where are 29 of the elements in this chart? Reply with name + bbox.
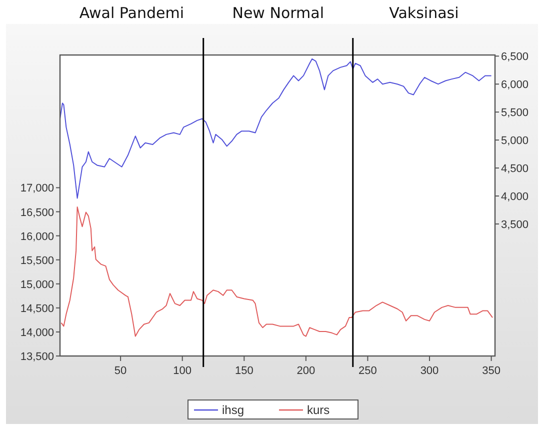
y2-tick-label: 3,500 [501, 218, 529, 231]
line-series [60, 206, 494, 337]
x-tick-label: 300 [420, 365, 439, 377]
y-tick-label: 17,000 [20, 182, 54, 195]
x-tick-label: 250 [358, 365, 377, 377]
y-tick-label: 15,000 [20, 278, 54, 291]
legend-label: ihsg [222, 403, 244, 417]
y2-tick-label: 5,500 [501, 107, 529, 120]
y2-tick-label: 4,000 [501, 190, 529, 203]
line-series [60, 58, 492, 199]
y2-tick-label: 6,000 [501, 79, 529, 92]
y-tick-label: 14,000 [20, 326, 54, 339]
y-tick-label: 16,000 [20, 230, 54, 243]
y-tick-label: 14,500 [20, 302, 54, 315]
x-tick-label: 150 [234, 365, 254, 377]
y2-tick-label: 6,500 [501, 51, 529, 64]
y-tick-label: 15,500 [20, 254, 54, 267]
y-tick-label: 13,500 [20, 351, 54, 363]
x-tick-label: 200 [296, 365, 316, 377]
x-tick-label: 100 [173, 365, 192, 377]
x-tick-label: 350 [482, 365, 500, 377]
text: New Normal [232, 4, 324, 22]
text: Awal Pandemi [79, 4, 184, 22]
text: Vaksinasi [389, 4, 459, 22]
y2-tick-label: 4,500 [501, 163, 529, 176]
x-tick-label: 50 [114, 365, 127, 377]
legend-label: kurs [307, 403, 330, 417]
y2-tick-label: 5,000 [501, 135, 529, 148]
y-tick-label: 16,500 [20, 206, 54, 219]
